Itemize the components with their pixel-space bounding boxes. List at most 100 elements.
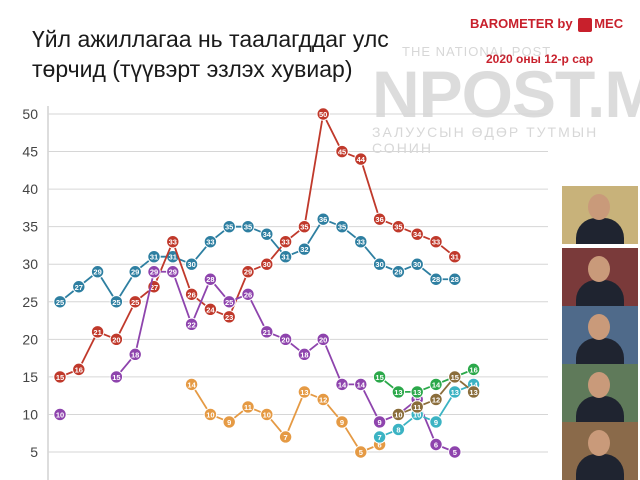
data-label: 30 <box>263 260 271 269</box>
data-label: 14 <box>469 380 478 389</box>
data-point <box>391 219 406 234</box>
series-5: 151313141516 <box>372 362 481 399</box>
series-line-segment <box>190 278 212 325</box>
series-line-segment <box>134 271 155 355</box>
data-point <box>429 234 443 249</box>
data-point <box>147 250 161 264</box>
data-label: 35 <box>338 223 346 232</box>
data-point <box>241 219 255 234</box>
data-label: 15 <box>112 373 120 382</box>
title-line-2: төрчид (түүвэрт эзлэх хувиар) <box>32 56 353 82</box>
data-label: 10 <box>263 410 271 419</box>
data-point <box>391 385 406 399</box>
data-point <box>166 265 180 279</box>
series-2: 15 16 21 20 25 27 33 26 24 23 29 30 33 35 50 45 44 36 35 34… <box>53 107 462 384</box>
data-label: 31 <box>451 253 459 262</box>
data-label: 15 <box>451 373 459 382</box>
portrait-head-icon <box>588 430 610 456</box>
data-point <box>184 287 199 301</box>
data-label: 32 <box>300 245 308 254</box>
barometer-text: BAROMETER by <box>470 16 573 31</box>
y-tick-label: 5 <box>30 444 38 460</box>
data-point <box>72 280 86 294</box>
data-point <box>109 370 124 384</box>
data-point <box>335 144 349 159</box>
y-tick-label: 45 <box>22 144 38 160</box>
series-line-segment <box>171 271 193 325</box>
data-point <box>354 234 368 249</box>
data-point <box>448 445 462 459</box>
data-label: 14 <box>357 380 366 389</box>
data-label: 6 <box>378 440 382 449</box>
data-point <box>53 295 67 309</box>
data-label: 28 <box>451 275 459 284</box>
portrait-body-icon <box>576 338 624 364</box>
data-label: 12 <box>413 395 421 404</box>
data-point <box>109 332 124 347</box>
data-label: 9 <box>340 418 344 427</box>
data-label: 9 <box>378 418 382 427</box>
data-label: 5 <box>359 448 363 457</box>
y-tick-label: 35 <box>22 219 38 235</box>
series-line-segment <box>359 383 381 423</box>
portrait-head-icon <box>588 372 610 398</box>
data-point <box>410 400 424 414</box>
data-label: 31 <box>281 253 289 262</box>
data-point <box>53 407 67 422</box>
chart-title: Үйл ажиллагаа нь таалагддаг улс төрчид (… <box>32 24 452 84</box>
data-label: 33 <box>281 238 289 247</box>
data-label: 7 <box>284 433 288 442</box>
data-label: 33 <box>169 238 177 247</box>
data-point <box>297 385 312 399</box>
data-point <box>278 250 293 264</box>
data-point <box>128 347 142 362</box>
data-label: 33 <box>357 238 365 247</box>
y-tick-label: 30 <box>22 256 38 272</box>
data-point <box>335 219 349 234</box>
data-point <box>448 385 462 399</box>
data-label: 16 <box>75 365 83 374</box>
data-point <box>241 287 255 301</box>
data-label: 11 <box>244 403 252 412</box>
data-label: 20 <box>112 335 120 344</box>
data-label: 25 <box>56 298 64 307</box>
data-label: 35 <box>244 223 252 232</box>
data-label: 30 <box>413 260 421 269</box>
series-line-segment <box>303 113 325 227</box>
data-label: 14 <box>187 380 196 389</box>
series-line-segment <box>322 338 343 385</box>
data-point <box>278 332 293 347</box>
data-point <box>448 370 462 384</box>
series-line-segment <box>77 331 99 370</box>
data-label: 14 <box>338 380 347 389</box>
data-point <box>372 212 387 226</box>
portrait-body-icon <box>576 396 624 422</box>
series-1: 25 27 29 25 29 31 31 30 33 35 35 34 31 32 36 35 33 30 29 30… <box>53 212 462 309</box>
data-point <box>278 430 293 444</box>
portrait-3 <box>562 306 638 364</box>
data-label: 10 <box>394 410 402 419</box>
data-point <box>429 415 443 429</box>
data-label: 30 <box>187 260 195 269</box>
series-line-segment <box>171 241 193 295</box>
portrait-body-icon <box>576 218 624 244</box>
data-point <box>72 362 86 377</box>
portrait-5 <box>562 422 638 480</box>
data-label: 29 <box>244 268 252 277</box>
series-line-segment <box>322 113 343 152</box>
data-label: 29 <box>169 268 177 277</box>
portrait-4 <box>562 364 638 422</box>
data-label: 27 <box>75 283 83 292</box>
mec-logo-icon <box>578 17 593 32</box>
watermark-top: THE NATIONAL POST <box>402 44 552 59</box>
portrait-head-icon <box>588 256 610 282</box>
data-point <box>128 265 142 279</box>
data-label: 29 <box>131 268 139 277</box>
series-line-segment <box>153 241 174 288</box>
data-point <box>222 415 236 429</box>
data-point <box>184 377 199 392</box>
data-point <box>184 317 199 332</box>
data-point <box>260 257 274 271</box>
data-point <box>316 332 330 347</box>
